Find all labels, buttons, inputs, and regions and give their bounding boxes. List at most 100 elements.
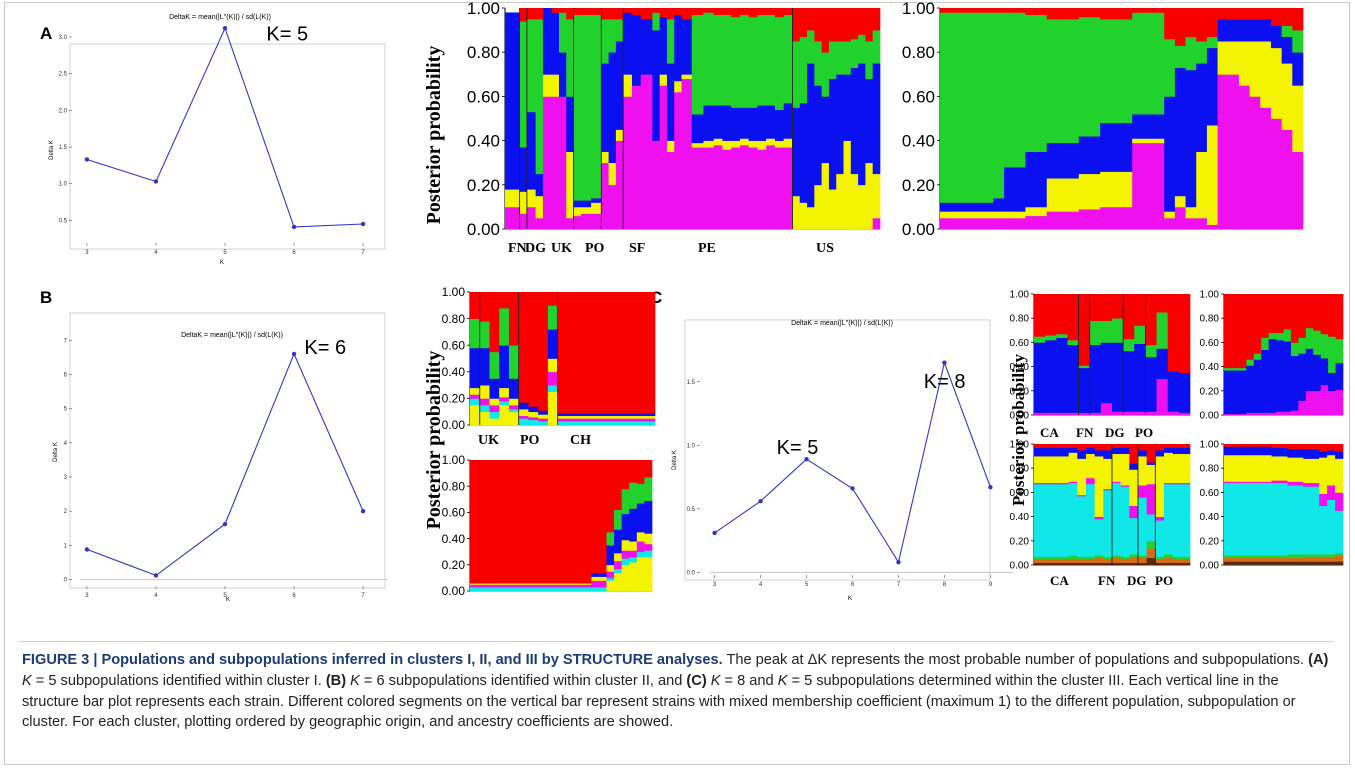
y-tick-label: 0.80 — [1010, 314, 1030, 325]
bar-segment-blue — [1138, 450, 1148, 457]
bar-segment-magenta — [644, 543, 653, 551]
bar-segment-magenta — [591, 580, 607, 588]
bar-segment-blue — [1303, 448, 1320, 459]
panel-b-deltak: DeltaK = mean(|L''(K)|) / sd(L(K)) Delta… — [53, 312, 388, 603]
bar-segment-green — [748, 16, 758, 108]
bar-segment-red — [681, 8, 693, 20]
x-tick-label: 3 — [85, 593, 89, 599]
y-tick-label: 0.60 — [467, 87, 500, 106]
group-label-po: PO — [1155, 573, 1173, 588]
bar-segment-red — [558, 8, 567, 13]
y-tick-label: 0.60 — [442, 506, 466, 520]
bar-segment-green — [828, 41, 837, 80]
bar-segment-green — [614, 509, 623, 530]
bar-segment-magenta — [748, 147, 758, 230]
group-label-po: PO — [520, 433, 540, 448]
bar-segment-yellow — [505, 189, 513, 208]
bar-segment-yellow — [644, 556, 653, 592]
bar-segment-magenta — [652, 140, 661, 230]
bar-segment-green — [940, 12, 994, 203]
y-tick-label: 0.40 — [1200, 512, 1220, 523]
bar-segment-yellow — [499, 405, 510, 426]
figure-frame — [4, 2, 1350, 765]
bar-segment-yellow — [547, 358, 558, 373]
bar-segment-yellow — [814, 184, 822, 230]
bar-segment-magenta — [1100, 206, 1133, 230]
bar-segment-green — [1298, 337, 1307, 354]
bar-segment-blue — [1253, 359, 1262, 413]
bar-segment-magenta — [535, 217, 544, 230]
bar-segment-red — [621, 460, 630, 490]
bar-segment-green — [1045, 335, 1057, 341]
bar-segment-blue — [1155, 450, 1165, 457]
bar-segment-yellow — [1238, 41, 1250, 86]
bar-segment-blue — [1103, 450, 1113, 459]
b-deltak-frame — [69, 312, 386, 589]
bar-segment-green — [591, 14, 602, 199]
bar-segment-red — [865, 8, 874, 42]
y-tick-label: 0.40 — [1010, 362, 1030, 373]
bar-segment-green — [1132, 12, 1165, 115]
a-deltak-series-line — [86, 26, 364, 228]
bar-segment-blue — [748, 107, 758, 141]
bar-segment-magenta — [1034, 412, 1046, 416]
bar-segment-blue — [1268, 338, 1277, 413]
bar-segment-red — [1283, 294, 1292, 330]
bar-segment-red — [1305, 294, 1314, 329]
bar-segment-blue — [1335, 362, 1344, 390]
bar-segment-blue — [821, 96, 830, 164]
data-point — [988, 484, 993, 490]
bar-segment-blue — [1120, 447, 1130, 455]
bar-segment-blue — [1174, 67, 1186, 197]
bar-segment-magenta — [739, 145, 750, 230]
b-bars-ylabel: Posterior probability — [423, 351, 445, 530]
bar-segment-cyan — [1303, 486, 1320, 555]
y-tick-label: 0.80 — [902, 43, 935, 62]
bar-segment-orange — [1224, 557, 1272, 562]
bar-segment-blue — [1078, 367, 1091, 413]
bar-segment-blue — [1281, 36, 1293, 64]
bar-segment-blue — [644, 500, 653, 534]
x-tick-label: 3 — [85, 250, 89, 256]
x-tick-label: 6 — [292, 250, 296, 256]
bar-segment-yellow — [1185, 206, 1197, 219]
y-tick-label: 0.20 — [1200, 386, 1220, 397]
bar-segment-yellow — [1319, 457, 1328, 494]
bar-segment-blue — [1034, 447, 1070, 457]
bar-segment-blue — [1100, 342, 1113, 404]
x-tick-label: 4 — [154, 593, 158, 599]
bar-segment-red — [652, 8, 661, 13]
bar-segment-magenta — [505, 206, 513, 230]
bar-segment-green — [479, 321, 490, 349]
bar-segment-magenta — [1172, 482, 1191, 485]
bar-segment-red — [940, 8, 994, 13]
bar-segment-blue — [608, 52, 617, 164]
bar-segment-red — [1238, 8, 1250, 20]
group-label-dg: DG — [525, 241, 546, 256]
bar-segment-red — [1327, 444, 1336, 451]
bar-segment-orange — [1103, 558, 1113, 563]
bar-segment-magenta — [1078, 412, 1091, 416]
bar-segment-green — [666, 19, 675, 64]
bar-segment-blue — [836, 74, 844, 175]
bar-segment-blue — [512, 12, 520, 190]
bar-segment-yellow — [1196, 151, 1208, 219]
bar-segment-magenta — [674, 91, 682, 230]
panel-b-bars: Posterior probability 0.00 0.20 0.40 0.60 0.… — [423, 285, 656, 598]
group-label-uk: UK — [478, 433, 499, 448]
group-label-us: US — [816, 241, 834, 256]
bar-segment-yellow — [783, 138, 793, 148]
bar-segment-green — [1112, 555, 1122, 559]
bar-segment-magenta — [1025, 215, 1048, 230]
bar-segment-green — [1185, 36, 1197, 71]
bar-segment-magenta — [1112, 481, 1122, 484]
bar-segment-blue — [623, 12, 633, 75]
bar-segment-magenta — [512, 206, 520, 230]
caption-lead: FIGURE 3 | Populations and subpopulation… — [22, 652, 723, 668]
bar-segment-green — [1268, 332, 1277, 340]
bar-segment-red — [1196, 8, 1208, 42]
bar-segment-magenta — [621, 550, 630, 559]
bar-segment-yellow — [865, 162, 874, 230]
bar-segment-magenta — [1078, 209, 1101, 230]
bar-segment-red — [666, 8, 675, 20]
